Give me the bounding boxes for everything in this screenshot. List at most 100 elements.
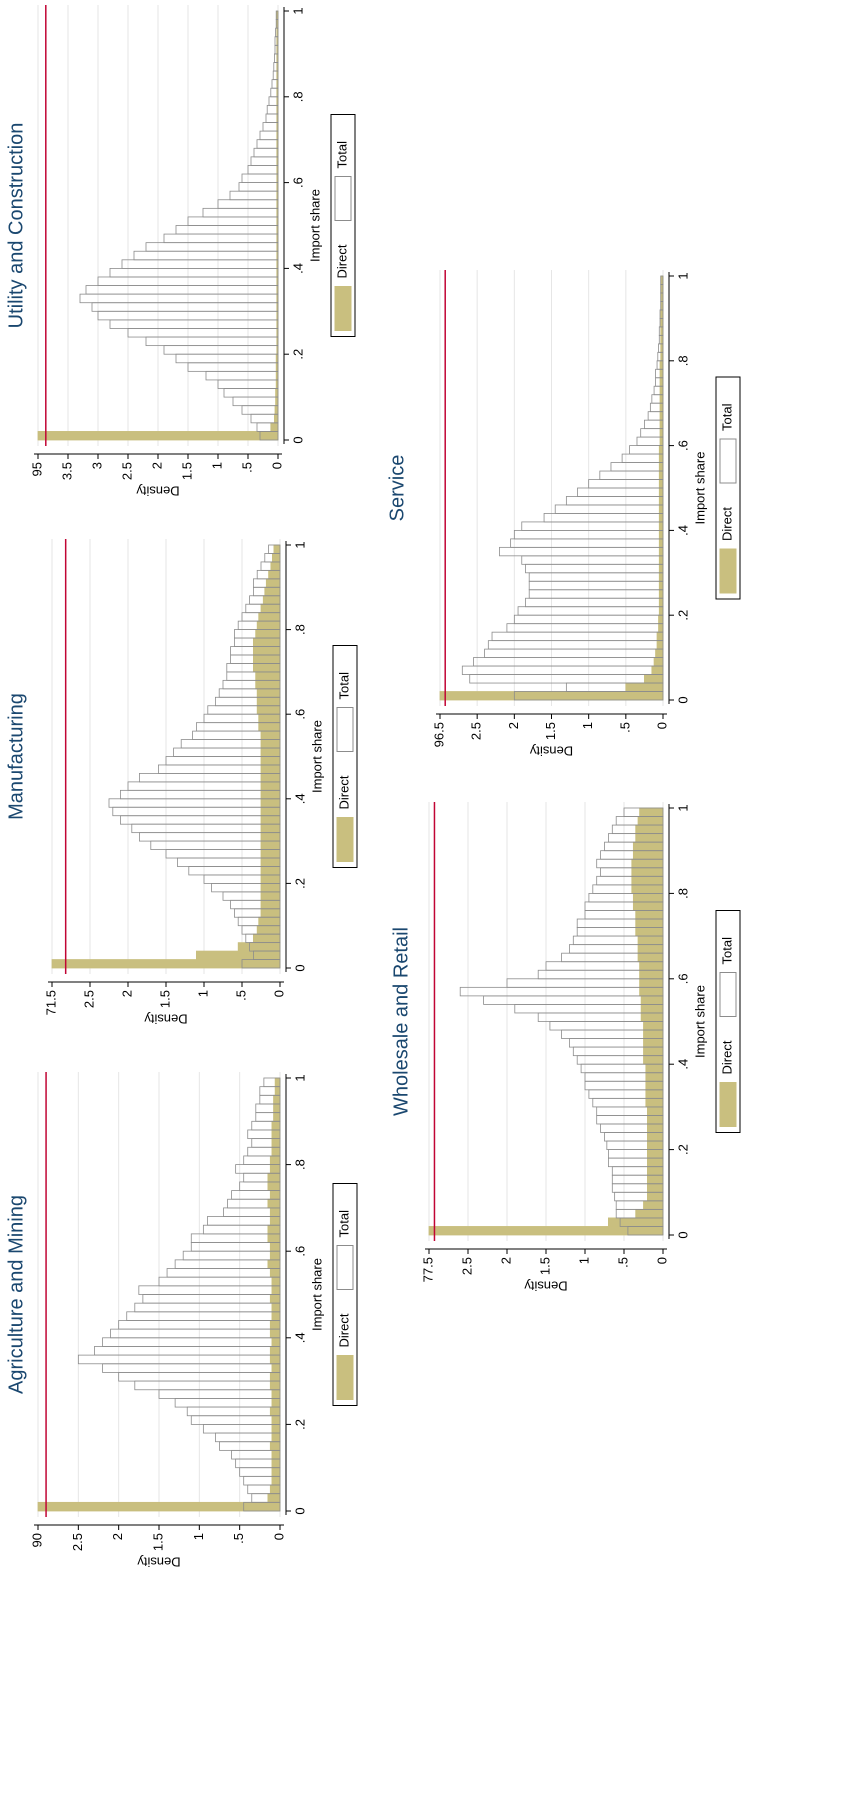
bar [643,1055,664,1065]
bar [271,553,281,563]
y-tick-label: 0 [269,462,284,469]
bar [108,798,281,808]
bar [267,1181,281,1191]
bar [260,823,281,834]
bar [120,815,281,825]
bar [102,1337,281,1347]
bar [565,496,664,506]
bar [658,487,664,497]
bar [643,1046,664,1057]
legend-swatch [336,1245,354,1290]
bar [142,1294,281,1304]
bar [491,631,664,642]
bar [631,867,664,877]
bar [659,385,664,396]
x-tick-label: 0 [675,1231,690,1238]
bar [267,1233,281,1243]
bar [266,104,279,115]
bar [138,773,281,783]
y-tick-label: 1 [195,990,210,997]
y-tick-label: .5 [615,1257,630,1268]
x-tick-label: .2 [292,1419,307,1430]
x-tick-label: 1 [292,1074,307,1081]
bar [120,789,281,800]
x-tick-label: .8 [675,355,690,366]
bar [658,538,664,548]
bar [256,688,281,698]
bar [659,411,664,421]
bar [269,1242,281,1252]
bar [256,705,281,715]
legend-label: Total [334,141,349,169]
bar [51,959,281,969]
legend-label: Direct [336,775,351,809]
bar [644,674,664,684]
bar [659,394,664,404]
bar [271,1337,281,1347]
x-tick-label: .8 [292,624,307,635]
bar [252,637,281,647]
bar [269,1294,281,1304]
x-tick-label: 1 [675,272,690,279]
bar [632,893,664,903]
bar [639,961,664,971]
bar [271,1398,281,1408]
y-tick-label: 77.5 [420,1257,435,1282]
bar [483,995,664,1005]
bar [262,122,279,132]
bar [645,1072,664,1082]
bar [461,665,664,675]
bar [647,1166,664,1176]
bar [256,696,281,707]
bar [190,1415,281,1425]
bar [163,345,279,355]
y-tick-label: 1 [576,1257,591,1264]
bar [554,504,664,514]
bar [608,1217,664,1227]
bar [158,1276,281,1287]
bar [260,832,281,842]
bar [260,899,281,910]
bar [528,572,664,582]
bar [269,1216,281,1226]
legend-swatch [334,286,352,331]
bar [260,730,281,740]
bar [77,1354,281,1365]
bar [138,832,281,842]
bar [658,546,664,557]
bar [37,431,279,441]
bar [639,807,664,817]
y-tick-label: 2.5 [70,1533,85,1551]
bar [256,925,281,935]
x-tick-label: 0 [292,964,307,971]
legend-box [332,1183,358,1406]
bar [158,1389,281,1399]
bar [134,1302,281,1313]
bar [267,1172,281,1183]
bar [632,850,664,860]
y-tick-label: 96.5 [431,722,446,747]
bar [635,833,664,843]
bar [660,275,664,285]
legend-label: Direct [334,244,349,278]
bar [273,1103,281,1114]
bar [229,190,279,201]
bar [190,1242,281,1252]
bar [255,679,281,690]
bar [270,561,281,571]
bar [267,1259,281,1269]
bar [263,1077,281,1088]
bar [658,563,664,574]
bar [260,874,281,884]
bar [267,1198,281,1209]
bar [269,1250,281,1261]
bar [260,806,281,817]
bar [260,739,281,749]
legend-swatch [336,1355,354,1400]
x-tick-label: 0 [290,436,305,443]
legend-box [715,910,741,1133]
bar [133,250,279,261]
